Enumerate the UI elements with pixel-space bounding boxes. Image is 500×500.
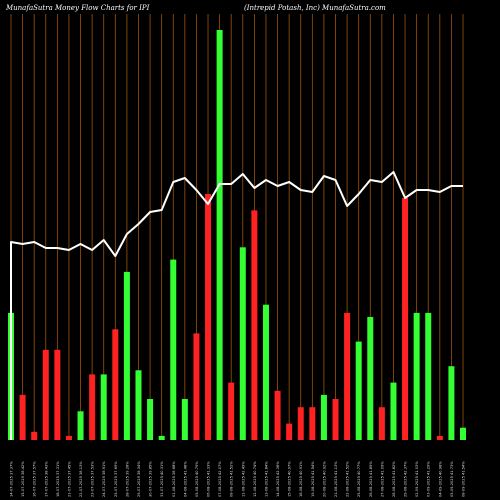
x-tick-label: 20-08-2025 40.92% [322,461,326,497]
x-tick-label: 28-07-2025 39.28% [125,461,129,497]
x-tick-label: 15-07-2025 38.42% [21,461,25,497]
money-flow-bar [344,312,351,440]
x-tick-label: 22-08-2025 41.52% [346,461,350,497]
x-tick-label: 29-07-2025 38.34% [137,461,141,497]
x-tick-label: 02-09-2025 41.03% [415,461,419,497]
x-tick-label: 27-08-2025 41.09% [380,461,384,497]
x-tick-label: 30-07-2025 39.85% [149,461,153,497]
money-flow-bar [100,374,107,440]
money-flow-bar [205,194,212,440]
x-tick-label: 16-07-2025 37.57% [33,461,37,497]
money-flow-bar [170,259,177,440]
chart-subtitle: (Intrepid Potash, Inc) MunafaSutra.com [244,4,386,12]
x-tick-label: 01-08-2025 38.68% [172,461,176,497]
x-tick-label: 24-07-2025 38.91% [102,461,106,497]
money-flow-bar [181,399,188,440]
x-axis-tick-labels: 14-07-2025 37.37% 15-07-2025 38.42% 16-07-… [10,461,466,497]
money-flow-bar [262,304,269,440]
x-tick-label: 28-08-2025 41.82% [392,461,396,497]
x-tick-label: 19-08-2025 41.54% [311,461,315,497]
x-tick-label: 18-07-2025 37.31% [56,461,60,497]
x-tick-label: 04-08-2025 41.48% [183,461,187,497]
money-flow-bar [216,30,223,440]
x-tick-label: 03-09-2025 41.29% [427,461,431,497]
money-flow-bar [448,366,455,440]
money-flow-bar [65,435,72,440]
money-flow-bar [286,423,293,440]
money-flow-bar [390,382,397,440]
money-flow-bar [274,390,281,440]
money-flow-bar [89,374,96,440]
x-tick-label: 26-08-2025 41.85% [369,461,373,497]
price-line-layer [10,171,463,440]
money-flow-bar [309,407,316,440]
money-flow-bar [355,341,362,440]
money-flow-bar [54,349,61,440]
money-flow-bar [239,247,246,440]
x-tick-label: 11-08-2025 42.49% [241,461,245,497]
x-tick-label: 15-08-2025 40.97% [288,461,292,497]
money-flow-bar [436,435,443,440]
chart-title: MunafaSutra Money Flow Charts for IPI [5,4,150,12]
x-tick-label: 05-09-2025 41.73% [450,461,454,497]
money-flow-bar [123,271,130,440]
money-flow-bar [378,407,385,440]
x-tick-label: 06-08-2025 41.33% [207,461,211,497]
money-flow-bar [112,329,119,440]
money-flow-bar [402,198,409,440]
x-tick-label: 29-08-2025 42.37% [404,461,408,497]
money-flow-bar [320,394,327,440]
x-tick-label: 22-07-2025 38.13% [79,461,83,497]
x-tick-label: 21-07-2025 37.45% [67,461,71,497]
money-flow-bar [460,427,466,440]
money-flow-bar [135,370,142,440]
x-tick-label: 25-07-2025 37.69% [114,461,118,497]
x-tick-label: 08-08-2025 41.52% [230,461,234,497]
x-tick-label: 23-07-2025 37.53% [91,461,95,497]
money-flow-bar [367,317,374,440]
x-tick-label: 08-09-2025 41.54% [462,461,466,497]
money-flow-bar [31,431,38,440]
money-flow-bar [147,399,154,440]
x-tick-label: 14-08-2025 42.38% [276,461,280,497]
money-flow-bar [77,411,84,440]
money-flow-bar [425,312,432,440]
money-flow-bar [158,435,165,440]
money-flow-bar [193,333,200,440]
money-flow-bar [297,407,304,440]
x-tick-label: 04-09-2025 40.98% [438,461,442,497]
x-tick-label: 25-08-2025 40.77% [357,461,361,497]
x-tick-label: 07-08-2025 42.07% [218,461,222,497]
money-flow-bar [413,312,420,440]
x-tick-label: 12-08-2025 40.74% [253,461,257,497]
money-flow-bar [228,382,235,440]
money-flow-bar [42,349,49,440]
x-tick-label: 05-08-2025 40.79% [195,461,199,497]
x-tick-label: 14-07-2025 37.37% [10,461,14,497]
x-tick-label: 17-07-2025 38.43% [44,461,48,497]
x-tick-label: 13-08-2025 41.84% [264,461,268,497]
money-flow-bar [251,210,258,440]
money-flow-bar [19,394,26,440]
price-line [10,171,463,440]
x-tick-label: 18-08-2025 40.91% [299,461,303,497]
x-tick-label: 31-07-2025 40.31% [160,461,164,497]
x-tick-label: 21-08-2025 41.13% [334,461,338,497]
money-flow-bar [332,399,339,440]
